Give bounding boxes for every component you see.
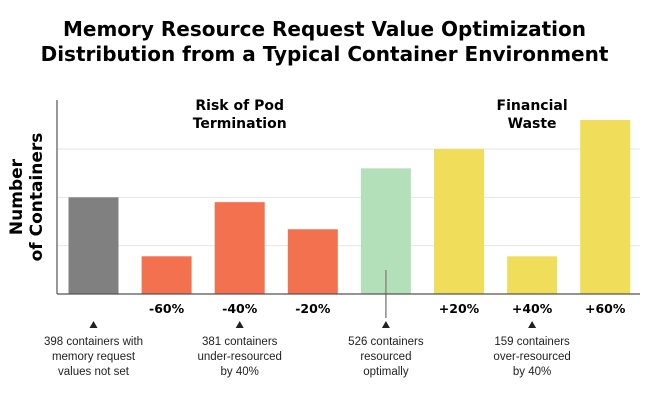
tick-label: -20% — [295, 301, 331, 316]
triangle-marker-icon — [235, 321, 244, 328]
annotation-text: by 40% — [221, 366, 259, 378]
tick-label: -40% — [222, 301, 258, 316]
annotation-text: by 40% — [513, 366, 551, 378]
y-axis-label: Number of Containers — [7, 133, 47, 262]
tick-label: +20% — [439, 301, 480, 316]
annotation-text: 381 containers — [202, 336, 278, 348]
annotation-text: 398 containers with — [44, 336, 143, 348]
bars — [68, 120, 631, 294]
bar — [507, 256, 558, 294]
chart-title: Memory Resource Request Value Optimizati… — [41, 17, 609, 66]
annotation-text: over-resourced — [493, 351, 570, 363]
tick-label: -60% — [149, 301, 185, 316]
bar — [287, 229, 338, 294]
axes — [56, 100, 640, 295]
annotation-text: optimally — [363, 366, 409, 378]
y-axis-label-line: Number — [7, 158, 27, 235]
y-axis-label-line: of Containers — [27, 133, 47, 262]
bar — [580, 120, 631, 294]
bar — [434, 149, 484, 294]
triangle-marker-icon — [381, 321, 390, 328]
region-label: Financial — [497, 98, 568, 114]
chart-title-line: Memory Resource Request Value Optimizati… — [63, 17, 586, 41]
bar — [68, 197, 119, 294]
region-label: Waste — [508, 116, 557, 132]
triangle-marker-icon — [528, 321, 537, 328]
chart-title-line: Distribution from a Typical Container En… — [41, 42, 609, 66]
region-label: Risk of Pod — [195, 98, 284, 114]
tick-label: +60% — [585, 301, 626, 316]
region-labels: Risk of Pod Termination Financial Waste — [193, 98, 568, 132]
annotation-text: memory request — [52, 351, 136, 363]
annotation-text: values not set — [58, 366, 130, 378]
annotation-text: under-resourced — [198, 351, 282, 363]
triangle-marker-icon — [89, 321, 98, 328]
bar — [141, 256, 192, 294]
annotation-text: resourced — [360, 351, 411, 363]
annotations: 398 containers with memory request values … — [44, 321, 571, 378]
tick-labels: -60% -40% -20% +20% +40% +60% — [149, 301, 626, 316]
bar — [214, 202, 265, 294]
annotation-text: 159 containers — [494, 336, 570, 348]
gridlines — [57, 148, 640, 247]
tick-label: +40% — [512, 301, 553, 316]
region-label: Termination — [193, 116, 287, 132]
annotation-text: 526 containers — [348, 336, 424, 348]
